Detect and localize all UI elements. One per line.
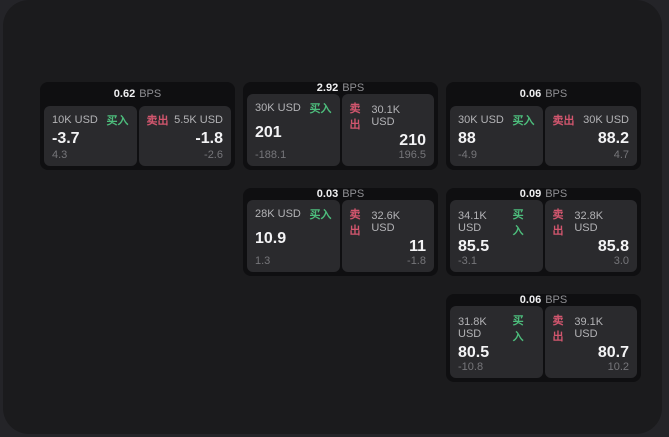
sell-price: 85.8: [597, 238, 629, 255]
buy-amount: 30K USD: [458, 114, 504, 126]
buy-amount: 28K USD: [255, 208, 301, 220]
buy-price: -3.7: [52, 130, 80, 147]
buy-side-label: 买入: [512, 209, 524, 237]
bps-value: 0.09: [519, 188, 542, 200]
quote-panels: 31.8K USD 买入 80.5 -10.8 卖出 39.1K USD 80.…: [446, 306, 641, 382]
buy-delta: 4.3: [52, 149, 68, 161]
sell-amount: 30K USD: [583, 114, 629, 126]
buy-panel[interactable]: 30K USD 买入 201 -188.1: [247, 94, 340, 166]
buy-amount: 30K USD: [255, 102, 301, 114]
bps-quote-card: 0.06 BPS 30K USD 买入 88 -4.9 卖出 30K USD 8…: [446, 82, 641, 170]
sell-panel[interactable]: 卖出 32.8K USD 85.8 3.0: [544, 200, 637, 272]
sell-side-label: 卖出: [349, 209, 361, 237]
bps-header: 2.92 BPS: [243, 82, 438, 94]
sell-side-label: 卖出: [552, 209, 564, 237]
sell-panel[interactable]: 卖出 39.1K USD 80.7 10.2: [544, 306, 637, 378]
bps-header: 0.06 BPS: [446, 294, 641, 306]
bps-quote-card: 0.09 BPS 34.1K USD 买入 85.5 -3.1 卖出 32.8K…: [446, 188, 641, 276]
sell-delta: 4.7: [613, 149, 629, 161]
buy-price: 80.5: [458, 344, 490, 361]
buy-side-label: 买入: [309, 209, 332, 221]
bps-value: 2.92: [316, 82, 339, 94]
quote-card-grid: 0.62 BPS 10K USD 买入 -3.7 4.3 卖出 5.5K USD…: [40, 82, 641, 382]
buy-delta: -188.1: [255, 149, 287, 161]
bps-header: 0.09 BPS: [446, 188, 641, 200]
buy-delta: -4.9: [458, 149, 477, 161]
buy-delta: -3.1: [458, 255, 477, 267]
sell-delta: -2.6: [204, 149, 223, 161]
sell-side-label: 卖出: [349, 103, 361, 131]
buy-panel[interactable]: 28K USD 买入 10.9 1.3: [247, 200, 340, 272]
buy-price: 85.5: [458, 238, 490, 255]
buy-panel[interactable]: 31.8K USD 买入 80.5 -10.8: [450, 306, 543, 378]
quote-panels: 30K USD 买入 88 -4.9 卖出 30K USD 88.2 4.7: [446, 106, 641, 170]
buy-panel[interactable]: 30K USD 买入 88 -4.9: [450, 106, 543, 166]
sell-price: -1.8: [195, 130, 223, 147]
sell-price: 11: [409, 238, 426, 255]
sell-delta: 196.5: [398, 149, 426, 161]
bps-suffix-label: BPS: [545, 188, 568, 200]
sell-delta: 10.2: [607, 361, 629, 373]
sell-side-label: 卖出: [146, 115, 169, 127]
buy-price: 10.9: [255, 230, 287, 247]
bps-header: 0.06 BPS: [446, 82, 641, 106]
bps-suffix-label: BPS: [342, 82, 365, 94]
sell-amount: 32.6K USD: [371, 210, 401, 234]
bps-quote-card: 2.92 BPS 30K USD 买入 201 -188.1 卖出 30.1K …: [243, 82, 438, 170]
quote-board-surface: 0.62 BPS 10K USD 买入 -3.7 4.3 卖出 5.5K USD…: [3, 0, 662, 434]
bps-quote-card: 0.06 BPS 31.8K USD 买入 80.5 -10.8 卖出 39.1…: [446, 294, 641, 382]
sell-amount: 5.5K USD: [174, 114, 223, 126]
bps-value: 0.03: [316, 188, 339, 200]
quote-panels: 34.1K USD 买入 85.5 -3.1 卖出 32.8K USD 85.8…: [446, 200, 641, 276]
buy-panel[interactable]: 10K USD 买入 -3.7 4.3: [44, 106, 137, 166]
bps-suffix-label: BPS: [139, 88, 162, 100]
sell-price: 88.2: [597, 130, 629, 147]
sell-delta: -1.8: [407, 255, 426, 267]
buy-delta: -10.8: [458, 361, 484, 373]
sell-amount: 39.1K USD: [574, 316, 604, 340]
bps-value: 0.62: [113, 88, 136, 100]
buy-price: 88: [458, 130, 476, 147]
buy-amount: 34.1K USD: [458, 210, 487, 234]
quote-panels: 28K USD 买入 10.9 1.3 卖出 32.6K USD 11 -1.8: [243, 200, 438, 276]
bps-suffix-label: BPS: [342, 188, 365, 200]
bps-quote-card: 0.03 BPS 28K USD 买入 10.9 1.3 卖出 32.6K US…: [243, 188, 438, 276]
bps-value: 0.06: [519, 88, 542, 100]
buy-side-label: 买入: [512, 115, 535, 127]
bps-suffix-label: BPS: [545, 88, 568, 100]
buy-side-label: 买入: [106, 115, 129, 127]
buy-side-label: 买入: [512, 315, 524, 343]
sell-delta: 3.0: [613, 255, 629, 267]
buy-side-label: 买入: [309, 103, 332, 115]
sell-amount: 30.1K USD: [371, 104, 401, 128]
quote-panels: 10K USD 买入 -3.7 4.3 卖出 5.5K USD -1.8 -2.…: [40, 106, 235, 170]
bps-header: 0.62 BPS: [40, 82, 235, 106]
sell-panel[interactable]: 卖出 30.1K USD 210 196.5: [341, 94, 434, 166]
bps-header: 0.03 BPS: [243, 188, 438, 200]
bps-quote-card: 0.62 BPS 10K USD 买入 -3.7 4.3 卖出 5.5K USD…: [40, 82, 235, 170]
buy-panel[interactable]: 34.1K USD 买入 85.5 -3.1: [450, 200, 543, 272]
sell-panel[interactable]: 卖出 5.5K USD -1.8 -2.6: [138, 106, 231, 166]
sell-panel[interactable]: 卖出 30K USD 88.2 4.7: [544, 106, 637, 166]
sell-side-label: 卖出: [552, 315, 564, 343]
quote-panels: 30K USD 买入 201 -188.1 卖出 30.1K USD 210 1…: [243, 94, 438, 170]
sell-price: 210: [399, 132, 426, 149]
bps-value: 0.06: [519, 294, 542, 306]
buy-amount: 10K USD: [52, 114, 98, 126]
sell-side-label: 卖出: [552, 115, 575, 127]
sell-amount: 32.8K USD: [574, 210, 604, 234]
sell-panel[interactable]: 卖出 32.6K USD 11 -1.8: [341, 200, 434, 272]
bps-suffix-label: BPS: [545, 294, 568, 306]
buy-price: 201: [255, 124, 282, 141]
buy-delta: 1.3: [255, 255, 271, 267]
buy-amount: 31.8K USD: [458, 316, 487, 340]
sell-price: 80.7: [597, 344, 629, 361]
